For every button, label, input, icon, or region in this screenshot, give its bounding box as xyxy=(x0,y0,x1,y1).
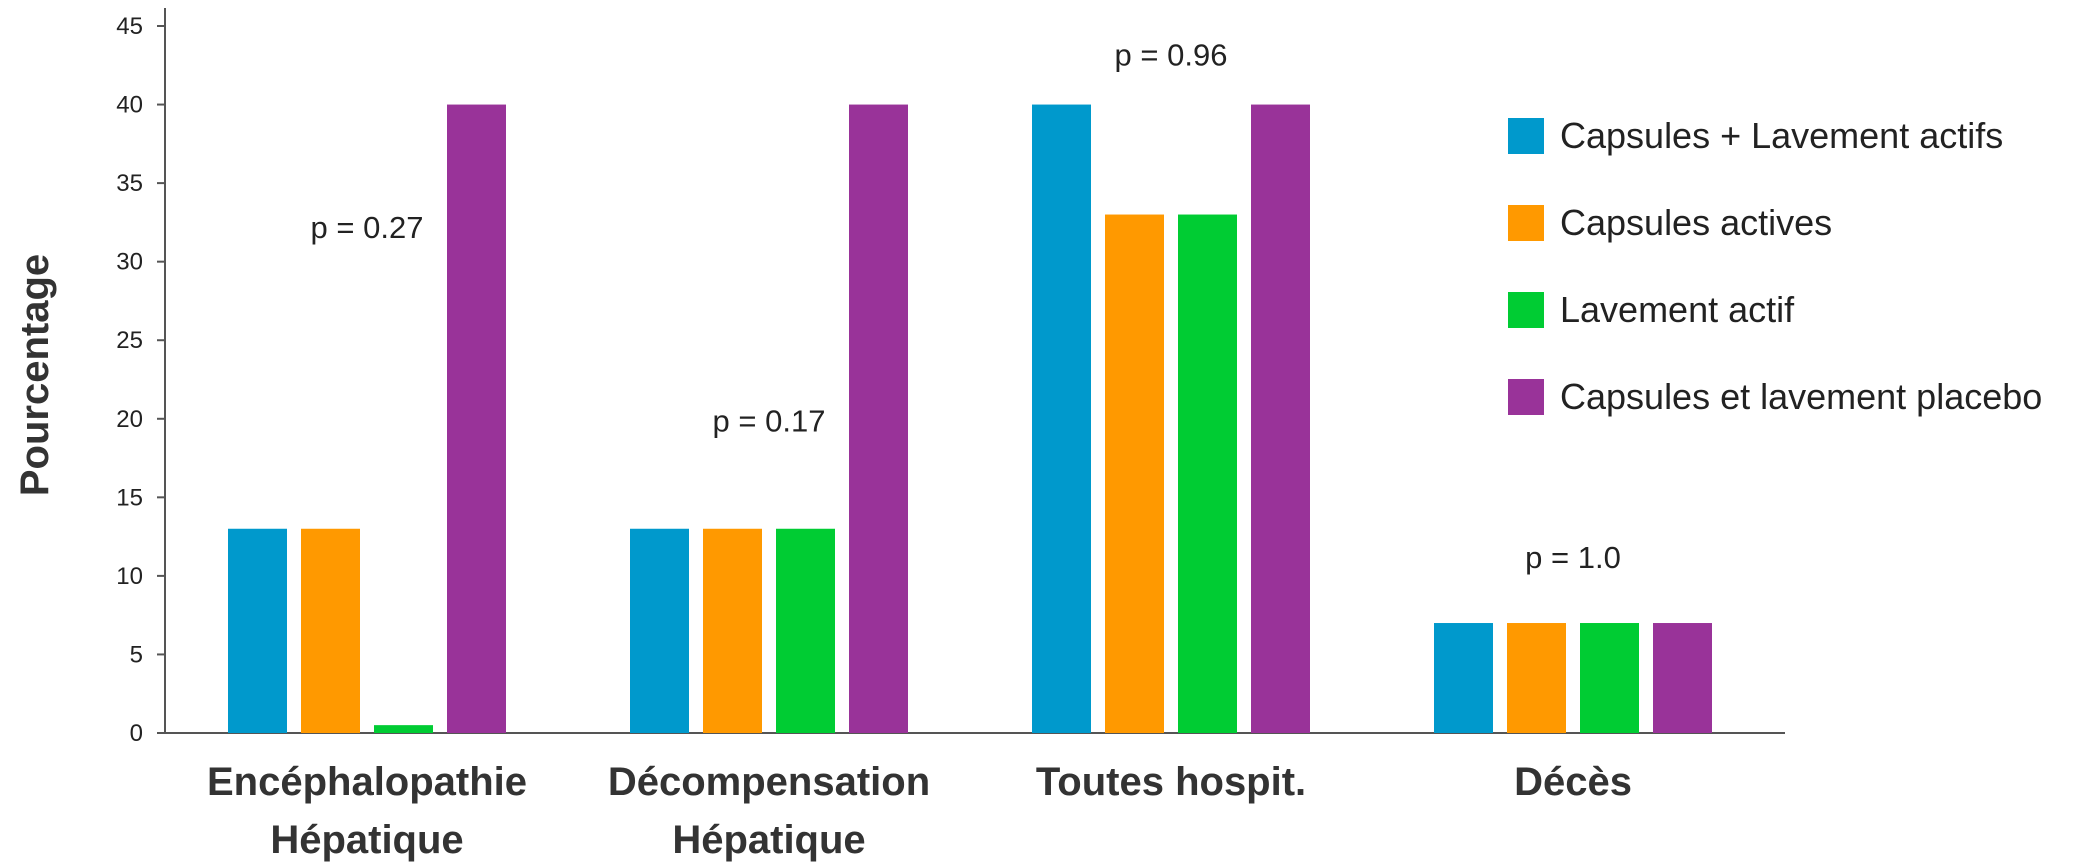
bar xyxy=(1434,623,1493,733)
x-tick-label-line: Hépatique xyxy=(672,818,865,862)
y-tick-label: 40 xyxy=(116,92,143,119)
bar-group xyxy=(1434,623,1712,733)
legend-label: Capsules et lavement placebo xyxy=(1560,376,2042,417)
p-value-annotation: p = 0.17 xyxy=(713,403,826,438)
x-tick-label-line: Toutes hospit. xyxy=(1036,760,1306,804)
bar-group xyxy=(228,104,506,734)
bar xyxy=(1580,623,1639,733)
x-axis: Encéphalopathie Hépatique Décompensation Hé… xyxy=(165,732,1785,862)
bar xyxy=(1178,214,1237,734)
x-tick-label: Encéphalopathie Hépatique xyxy=(207,760,527,862)
y-tick-label: 45 xyxy=(116,13,143,40)
x-tick-label: Décompensation Hépatique xyxy=(608,760,930,862)
legend-item: Capsules et lavement placebo xyxy=(1508,376,2042,417)
p-value-annotation: p = 0.27 xyxy=(311,210,424,245)
bar xyxy=(630,528,689,733)
legend-label: Capsules + Lavement actifs xyxy=(1560,115,2003,156)
legend-label: Capsules actives xyxy=(1560,202,1832,243)
x-tick-label-line: Décompensation xyxy=(608,760,930,804)
legend-swatch xyxy=(1508,205,1544,241)
x-tick-label-line: Décès xyxy=(1514,760,1632,804)
legend-item: Capsules actives xyxy=(1508,202,1832,243)
bar xyxy=(1507,623,1566,733)
y-tick-label: 10 xyxy=(116,563,143,590)
bar xyxy=(374,725,433,733)
bar xyxy=(1032,104,1091,734)
x-tick-label: Toutes hospit. xyxy=(1036,760,1306,804)
bar xyxy=(849,104,908,734)
y-tick-label: 5 xyxy=(130,641,143,668)
legend-swatch xyxy=(1508,379,1544,415)
y-tick-label: 35 xyxy=(116,170,143,197)
bar xyxy=(1105,214,1164,734)
legend-item: Capsules + Lavement actifs xyxy=(1508,115,2003,156)
y-axis-label: Pourcentage xyxy=(13,254,57,496)
bar xyxy=(1653,623,1712,733)
p-value-annotation: p = 0.96 xyxy=(1115,37,1228,72)
legend-item: Lavement actif xyxy=(1508,289,1795,330)
bar xyxy=(301,528,360,733)
legend: Capsules + Lavement actifs Capsules activ… xyxy=(1508,115,2042,417)
bar-group xyxy=(1032,104,1310,734)
legend-label: Lavement actif xyxy=(1560,289,1795,330)
bar xyxy=(703,528,762,733)
bar xyxy=(776,528,835,733)
bars xyxy=(228,104,1712,734)
annotations: p = 0.27 p = 0.17 p = 0.96 p = 1.0 xyxy=(311,37,1621,575)
x-tick-label: Décès xyxy=(1514,760,1632,804)
x-tick-label-line: Hépatique xyxy=(270,818,463,862)
y-tick-label: 0 xyxy=(130,720,143,747)
legend-swatch xyxy=(1508,118,1544,154)
y-tick-label: 25 xyxy=(116,327,143,354)
bar-group xyxy=(630,104,908,734)
y-axis: 0 5 10 15 20 25 30 35 40 45 xyxy=(116,8,166,747)
x-tick-label-line: Encéphalopathie xyxy=(207,760,527,804)
legend-swatch xyxy=(1508,292,1544,328)
y-tick-label: 15 xyxy=(116,484,143,511)
y-tick-label: 30 xyxy=(116,249,143,276)
bar xyxy=(447,104,506,734)
bar xyxy=(1251,104,1310,734)
p-value-annotation: p = 1.0 xyxy=(1525,540,1621,575)
y-tick-label: 20 xyxy=(116,406,143,433)
bar xyxy=(228,528,287,733)
